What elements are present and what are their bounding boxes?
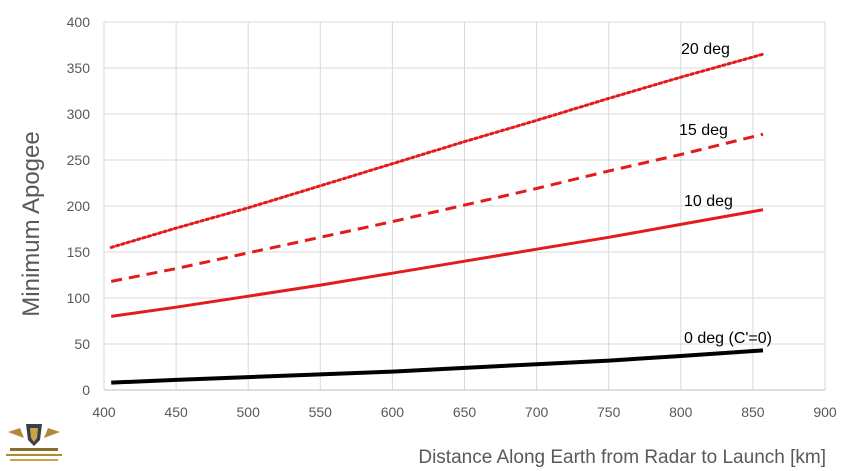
y-tick-label: 0 <box>82 382 90 398</box>
x-tick-label: 750 <box>597 404 621 420</box>
series-line <box>109 52 765 249</box>
series-labels: 0 deg (C'=0) 10 deg 15 deg 20 deg <box>679 41 772 347</box>
x-tick-label: 450 <box>164 404 188 420</box>
x-tick-label: 850 <box>741 404 765 420</box>
series-line <box>111 348 764 385</box>
x-tick-label: 900 <box>813 404 837 420</box>
series-label: 10 deg <box>684 193 733 210</box>
series-label: 0 deg (C'=0) <box>684 330 772 347</box>
series-label: 20 deg <box>681 41 730 58</box>
y-tick-label: 250 <box>67 152 91 168</box>
y-tick-label: 400 <box>67 14 91 30</box>
y-tick-label: 50 <box>74 336 90 352</box>
x-tick-label: 400 <box>92 404 116 420</box>
x-tick-label: 600 <box>381 404 405 420</box>
series-label: 15 deg <box>679 122 728 139</box>
x-tick-label: 800 <box>669 404 693 420</box>
y-tick-label: 350 <box>67 60 91 76</box>
series-line <box>110 132 764 283</box>
x-tick-label: 700 <box>525 404 549 420</box>
series-line <box>110 208 764 318</box>
y-axis-title: Minimum Apogee <box>18 131 45 316</box>
x-axis-title: Distance Along Earth from Radar to Launc… <box>418 447 826 468</box>
forum-logo-icon <box>6 424 62 461</box>
y-tick-label: 100 <box>67 290 91 306</box>
x-tick-label: 500 <box>237 404 261 420</box>
y-tick-label: 200 <box>67 198 91 214</box>
series-lines <box>109 52 765 385</box>
tick-labels: 0 50 100 150 200 250 300 350 400 400 450 500 550 600 6… <box>67 14 837 420</box>
x-tick-label: 650 <box>453 404 477 420</box>
y-tick-label: 150 <box>67 244 91 260</box>
y-tick-label: 300 <box>67 106 91 122</box>
x-tick-label: 550 <box>309 404 333 420</box>
